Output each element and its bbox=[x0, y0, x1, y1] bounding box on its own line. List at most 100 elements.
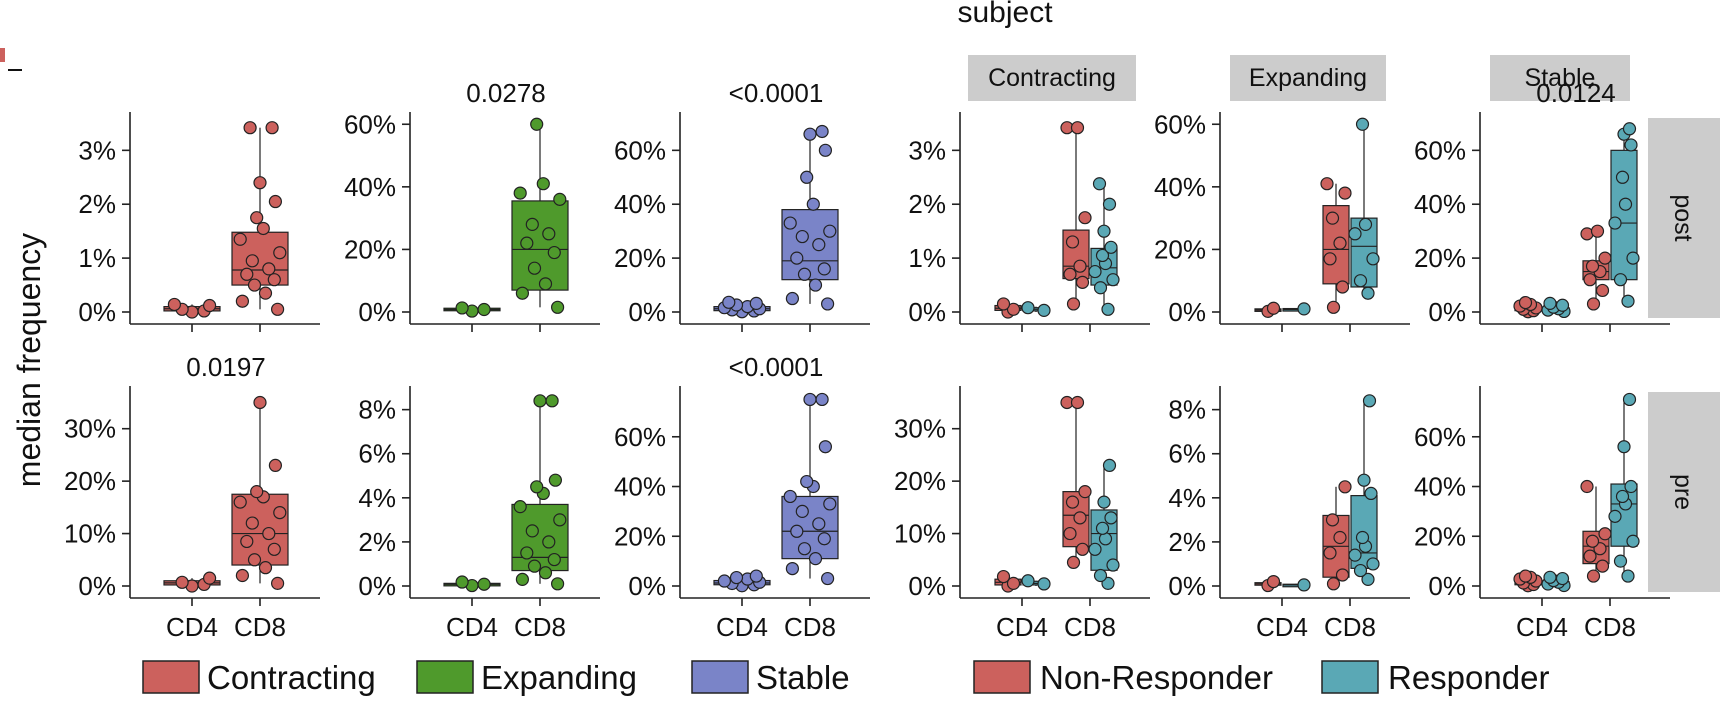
y-tick-label: 60% bbox=[344, 109, 396, 139]
y-axis-title: median frequency bbox=[11, 233, 47, 487]
data-point bbox=[550, 300, 565, 314]
data-point bbox=[513, 186, 527, 200]
data-point bbox=[1088, 542, 1102, 556]
column-strip-contracting: Contracting bbox=[968, 55, 1136, 101]
legend-label-responder: Responder bbox=[1388, 659, 1549, 696]
box-cd8-contracting bbox=[231, 121, 289, 316]
data-point bbox=[1066, 555, 1081, 570]
panel-p-pre-stable-resp: 0% 20% 40% 60% CD4 CD8 bbox=[1414, 386, 1670, 642]
box-cd8-responder bbox=[1608, 122, 1640, 308]
box-cd8-non-responder bbox=[1320, 177, 1352, 314]
box-cd8-non-responder bbox=[1060, 395, 1092, 570]
data-point bbox=[533, 394, 547, 408]
data-point bbox=[1361, 286, 1375, 300]
data-point bbox=[823, 497, 837, 511]
data-point bbox=[749, 296, 763, 310]
box-cd4-responder bbox=[1282, 302, 1311, 316]
data-point bbox=[797, 267, 812, 281]
data-point bbox=[1095, 521, 1110, 535]
data-point bbox=[1037, 577, 1051, 591]
data-point bbox=[477, 302, 491, 317]
y-tick-label: 40% bbox=[1414, 189, 1466, 219]
x-tick-label-cd4: CD4 bbox=[996, 612, 1048, 642]
data-point bbox=[1613, 273, 1628, 287]
box-cd8-non-responder bbox=[1580, 224, 1612, 311]
y-tick-label: 2% bbox=[78, 189, 116, 219]
data-point bbox=[1595, 559, 1610, 573]
data-point bbox=[1073, 259, 1087, 273]
data-point bbox=[1335, 280, 1350, 294]
p-value-label: <0.0001 bbox=[729, 78, 824, 108]
data-point bbox=[271, 576, 285, 590]
column-strip-expanding: Expanding bbox=[1230, 55, 1386, 101]
y-tick-label: 0% bbox=[1428, 571, 1466, 601]
data-point bbox=[1586, 297, 1601, 311]
box-cd4-responder bbox=[1282, 578, 1311, 592]
box-cd8-responder bbox=[1088, 177, 1120, 316]
box-cd8-stable bbox=[781, 392, 839, 586]
data-point bbox=[542, 227, 556, 241]
data-point bbox=[1518, 569, 1533, 583]
data-point bbox=[815, 124, 829, 139]
data-point bbox=[1622, 122, 1637, 136]
y-tick-label: 0% bbox=[358, 571, 396, 601]
data-point bbox=[520, 236, 534, 250]
legend-response: Non-Responder Responder bbox=[973, 659, 1549, 696]
data-point bbox=[1555, 298, 1570, 312]
data-point bbox=[267, 273, 281, 287]
data-point bbox=[1598, 527, 1612, 541]
data-point bbox=[1590, 224, 1605, 238]
data-point bbox=[167, 297, 181, 312]
y-tick-label: 0% bbox=[908, 571, 946, 601]
column-strip-stable-label: Stable bbox=[1525, 64, 1596, 92]
data-point bbox=[1583, 273, 1597, 287]
data-point bbox=[729, 570, 744, 585]
data-point bbox=[258, 286, 273, 300]
box-cd4-contracting bbox=[163, 297, 221, 319]
y-tick-label: 40% bbox=[344, 172, 396, 202]
data-point bbox=[253, 176, 267, 190]
data-point bbox=[795, 504, 809, 518]
box-cd4-non-responder bbox=[994, 569, 1022, 593]
data-point bbox=[547, 245, 561, 260]
data-point bbox=[1021, 574, 1035, 588]
data-point bbox=[806, 197, 820, 211]
box-cd8-non-responder bbox=[1580, 479, 1612, 583]
y-tick-label: 20% bbox=[614, 243, 666, 273]
data-point bbox=[1073, 511, 1087, 525]
y-tick-label: 10% bbox=[64, 519, 116, 549]
data-point bbox=[245, 254, 259, 268]
x-tick-label-cd4: CD4 bbox=[1516, 612, 1568, 642]
data-point bbox=[1353, 563, 1368, 578]
data-point bbox=[820, 297, 835, 311]
data-point bbox=[240, 534, 254, 549]
data-point bbox=[1555, 571, 1570, 586]
data-point bbox=[1021, 301, 1035, 315]
data-point bbox=[530, 117, 544, 131]
x-tick-label-cd4: CD4 bbox=[716, 612, 768, 642]
box-cd4-expanding bbox=[443, 575, 501, 593]
data-point bbox=[790, 524, 804, 538]
data-point bbox=[1325, 513, 1340, 527]
data-point bbox=[1097, 224, 1111, 238]
y-tick-label: 40% bbox=[614, 189, 666, 219]
y-tick-label: 8% bbox=[1168, 395, 1206, 425]
data-point bbox=[1626, 251, 1640, 265]
data-point bbox=[268, 458, 282, 473]
data-point bbox=[785, 561, 800, 576]
box-cd4-contracting bbox=[163, 571, 221, 593]
y-tick-label: 60% bbox=[614, 422, 666, 452]
data-point bbox=[1106, 273, 1120, 287]
data-point bbox=[783, 489, 797, 504]
data-point bbox=[1624, 138, 1638, 152]
data-point bbox=[273, 505, 287, 520]
y-tick-label: 20% bbox=[64, 466, 116, 496]
box-cd4-responder bbox=[1541, 570, 1571, 593]
box-cd8-expanding bbox=[511, 394, 569, 591]
panel-p-pre-stable: 0% 20% 40% 60% CD4 CD8 <0.0001 bbox=[614, 352, 870, 642]
data-point bbox=[1006, 576, 1021, 590]
panel-p-post-stable-resp: 0% 20% 40% 60% 0.0124 bbox=[1414, 78, 1670, 332]
y-tick-label: 4% bbox=[358, 483, 396, 513]
data-point bbox=[797, 542, 812, 556]
column-strip-expanding-label: Expanding bbox=[1249, 64, 1367, 92]
